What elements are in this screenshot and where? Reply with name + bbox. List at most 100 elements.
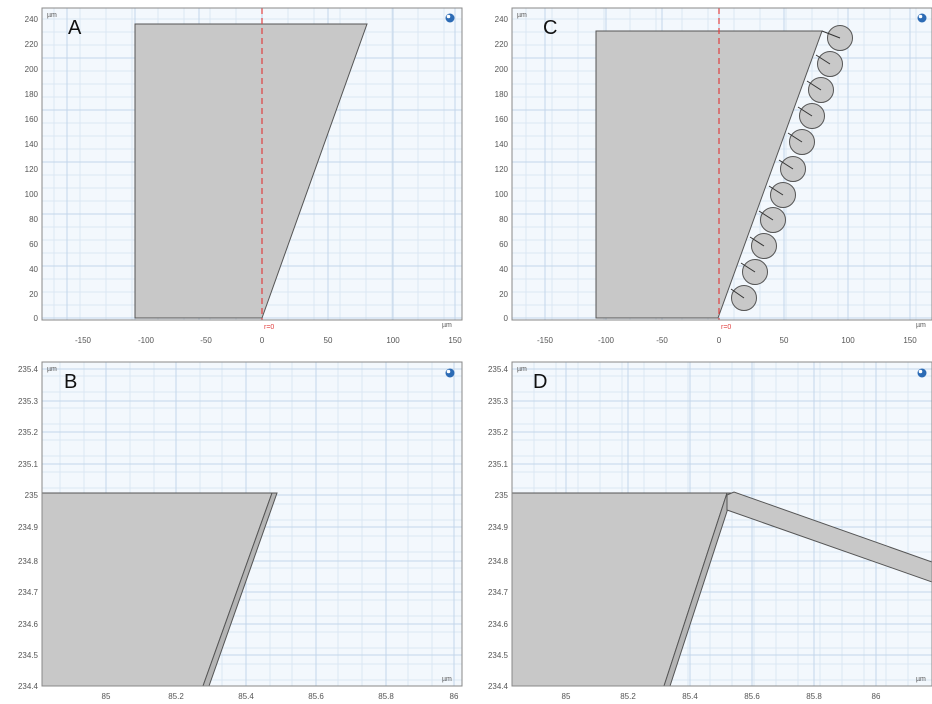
y-tick-label: 235.3 (18, 397, 39, 406)
x-tick-label: 85.4 (238, 692, 254, 701)
panel-c-origin-label: r=0 (721, 324, 731, 331)
y-tick-label: 234.8 (18, 557, 39, 566)
panel-d-letter: D (533, 371, 547, 393)
y-tick-label: 200 (25, 65, 39, 74)
y-tick-label: 235.4 (18, 365, 39, 374)
panel-b: B µm µm 234.4 234.5 234.6 234.7 234.8 23… (18, 361, 463, 701)
panel-d-tether-strip (726, 491, 932, 583)
panel-a: r=0 A µm µm 0 20 40 60 80 100 120 140 16… (25, 7, 463, 345)
x-tick-label: 86 (872, 692, 881, 701)
x-tick-label: 85 (102, 692, 111, 701)
globe-icon[interactable] (917, 368, 927, 378)
panel-c: r=0 C µm µm 0 20 40 60 80 100 120 140 16… (495, 7, 932, 345)
panel-d: D µm µm 234.4 234.5 234.6 234.7 234.8 23… (488, 361, 932, 701)
y-tick-label: 235.4 (488, 365, 509, 374)
y-tick-label: 235.3 (488, 397, 509, 406)
x-tick-label: -150 (537, 336, 554, 345)
x-tick-label: 0 (717, 336, 722, 345)
y-tick-label: 180 (25, 90, 39, 99)
panel-a-x-unit: µm (442, 322, 452, 329)
y-tick-label: 234.9 (488, 523, 509, 532)
panel-b-letter: B (64, 371, 77, 393)
panel-a-y-tick-labels: 0 20 40 60 80 100 120 140 160 180 200 22… (25, 15, 39, 323)
y-tick-label: 100 (495, 190, 509, 199)
y-tick-label: 160 (25, 115, 39, 124)
globe-icon[interactable] (445, 13, 455, 23)
y-tick-label: 234.4 (488, 682, 509, 691)
x-tick-label: -150 (75, 336, 92, 345)
y-tick-label: 0 (504, 314, 509, 323)
panel-b-y-tick-labels: 234.4 234.5 234.6 234.7 234.8 234.9 235 … (18, 365, 39, 691)
y-tick-label: 234.6 (18, 620, 39, 629)
y-tick-label: 234.7 (18, 588, 39, 597)
y-tick-label: 234.4 (18, 682, 39, 691)
y-tick-label: 120 (25, 165, 39, 174)
x-tick-label: 85.2 (620, 692, 636, 701)
y-tick-label: 160 (495, 115, 509, 124)
x-tick-label: -100 (598, 336, 615, 345)
x-tick-label: 85.8 (378, 692, 394, 701)
y-tick-label: 20 (29, 290, 38, 299)
globe-icon[interactable] (445, 368, 455, 378)
panel-a-frame (41, 7, 463, 321)
panel-d-y-unit: µm (517, 366, 527, 373)
x-tick-label: 85.2 (168, 692, 184, 701)
x-tick-label: 85.6 (744, 692, 760, 701)
particle (817, 51, 843, 77)
panel-d-x-tick-labels: 85 85.2 85.4 85.6 85.8 86 (562, 692, 881, 701)
x-tick-label: 50 (780, 336, 789, 345)
x-tick-label: 150 (903, 336, 917, 345)
y-tick-label: 240 (25, 15, 39, 24)
panel-c-y-tick-labels: 0 20 40 60 80 100 120 140 160 180 200 22… (495, 15, 509, 323)
panel-b-y-unit: µm (47, 366, 57, 373)
y-tick-label: 235.1 (18, 460, 39, 469)
panel-a-y-unit: µm (47, 12, 57, 19)
panel-b-frame (41, 361, 463, 687)
y-tick-label: 140 (25, 140, 39, 149)
panel-c-letter: C (543, 17, 557, 39)
y-tick-label: 234.6 (488, 620, 509, 629)
x-tick-label: 85 (562, 692, 571, 701)
y-tick-label: 235 (495, 491, 509, 500)
x-tick-label: -50 (656, 336, 668, 345)
x-tick-label: 85.8 (806, 692, 822, 701)
panel-d-frame (511, 361, 932, 687)
y-tick-label: 234.7 (488, 588, 509, 597)
x-tick-label: 150 (448, 336, 462, 345)
y-tick-label: 40 (29, 265, 38, 274)
panel-c-x-unit: µm (916, 322, 926, 329)
y-tick-label: 240 (495, 15, 509, 24)
panel-a-letter: A (68, 17, 82, 39)
x-tick-label: -50 (200, 336, 212, 345)
panel-b-x-unit: µm (442, 676, 452, 683)
y-tick-label: 180 (495, 90, 509, 99)
x-tick-label: 86 (450, 692, 459, 701)
panel-a-x-tick-labels: -150 -100 -50 0 50 100 150 (75, 336, 462, 345)
x-tick-label: 100 (386, 336, 400, 345)
y-tick-label: 120 (495, 165, 509, 174)
y-tick-label: 80 (499, 215, 508, 224)
panel-c-y-unit: µm (517, 12, 527, 19)
y-tick-label: 20 (499, 290, 508, 299)
y-tick-label: 100 (25, 190, 39, 199)
globe-icon[interactable] (917, 13, 927, 23)
panel-c-tethers (730, 30, 841, 299)
y-tick-label: 140 (495, 140, 509, 149)
y-tick-label: 220 (25, 40, 39, 49)
panel-a-origin-label: r=0 (264, 324, 274, 331)
panel-d-y-tick-labels: 234.4 234.5 234.6 234.7 234.8 234.9 235 … (488, 365, 509, 691)
y-tick-label: 234.9 (18, 523, 39, 532)
x-tick-label: 0 (260, 336, 265, 345)
x-tick-label: 100 (841, 336, 855, 345)
y-tick-label: 235.1 (488, 460, 509, 469)
y-tick-label: 0 (34, 314, 39, 323)
y-tick-label: 235 (25, 491, 39, 500)
y-tick-label: 234.8 (488, 557, 509, 566)
y-tick-label: 220 (495, 40, 509, 49)
y-tick-label: 80 (29, 215, 38, 224)
x-tick-label: 85.4 (682, 692, 698, 701)
x-tick-label: 85.6 (308, 692, 324, 701)
panel-d-x-unit: µm (916, 676, 926, 683)
y-tick-label: 235.2 (488, 428, 509, 437)
